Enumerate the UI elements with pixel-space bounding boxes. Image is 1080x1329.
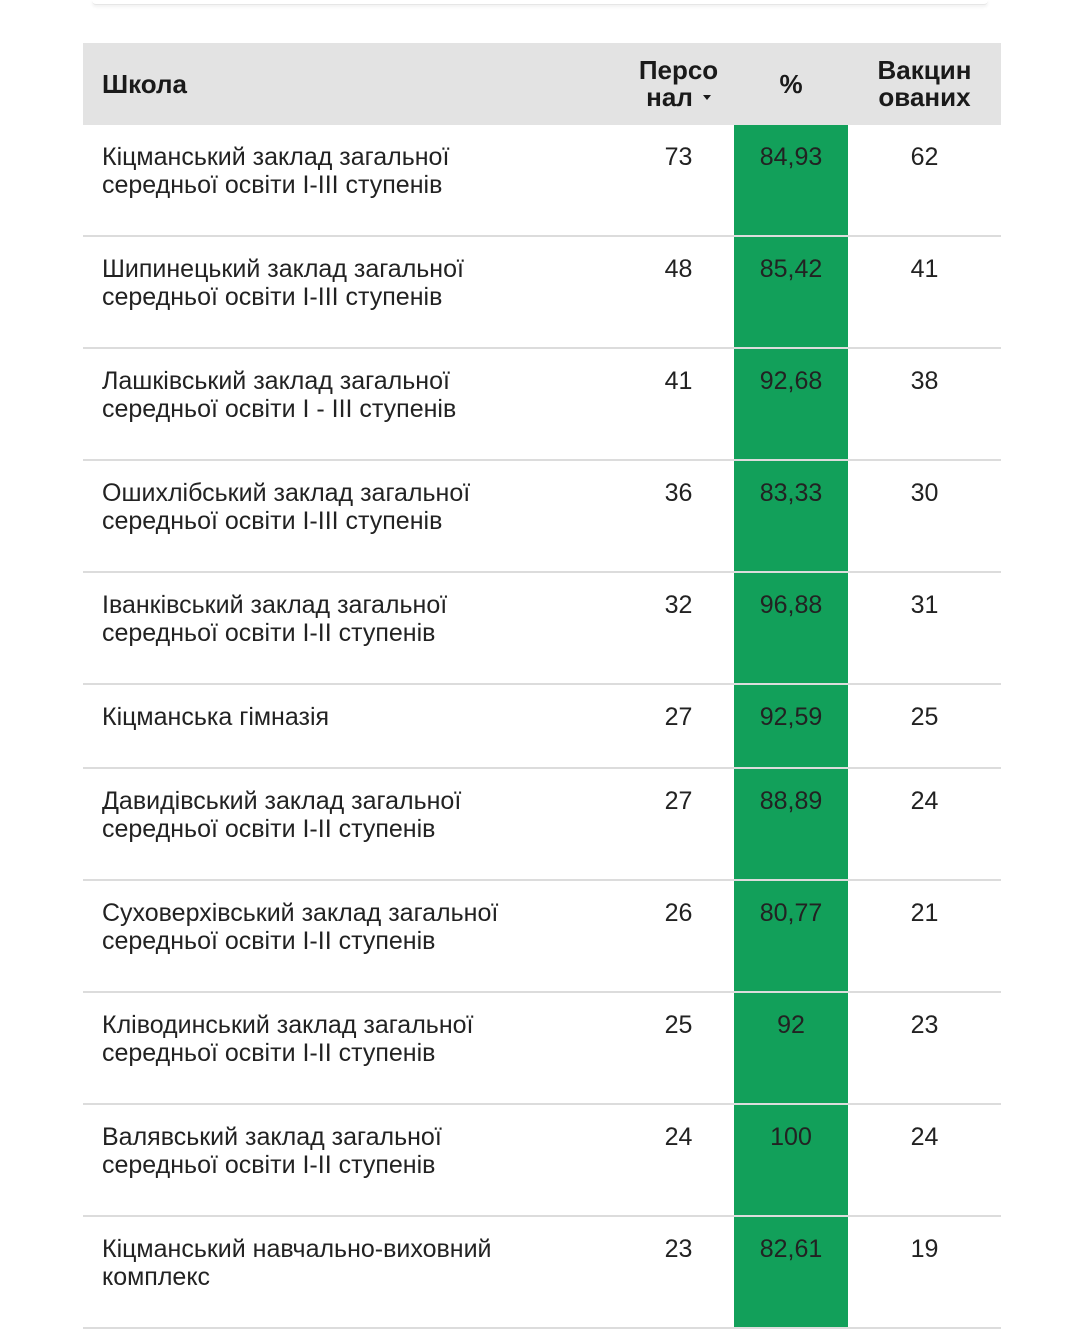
school-name-line2: середньої освіти І-ІІ ступенів [102, 1151, 436, 1179]
table-row: Ошихлібський заклад загальної середньої о… [83, 460, 1001, 573]
school-name-line1: Шипинецький заклад загальної [102, 255, 464, 283]
table-row: Кіцманський навчально-виховний комплекс 2… [83, 1216, 1001, 1329]
school-cell: Кліводинський заклад загальної середньої … [83, 992, 623, 1105]
vaccinated-cell: 62 [848, 125, 1001, 237]
column-header-vaccinated-label-line1: Вакцин [877, 55, 972, 85]
table-row: Іванківський заклад загальної середньої о… [83, 572, 1001, 685]
column-header-vaccinated[interactable]: Вакцин ованих [848, 43, 1001, 125]
vaccinated-cell: 31 [848, 572, 1001, 685]
table-row: Шипинецький заклад загальної середньої ос… [83, 236, 1001, 349]
staff-cell: 25 [623, 992, 734, 1105]
table-row: Давидівський заклад загальної середньої о… [83, 768, 1001, 881]
school-name-line2: комплекс [102, 1263, 211, 1291]
column-header-staff-label-line1: Персо [638, 55, 719, 85]
percent-cell: 84,93 [734, 125, 848, 237]
table-row: Суховерхівський заклад загальної середньо… [83, 880, 1001, 993]
previous-card-edge [92, 0, 988, 5]
school-cell: Кіцманський навчально-виховний комплекс [83, 1216, 623, 1329]
staff-cell: 27 [623, 684, 734, 769]
school-name-line1: Суховерхівський заклад загальної [102, 899, 499, 927]
table-row: Лашківський заклад загальної середньої ос… [83, 348, 1001, 461]
school-name-line1: Давидівський заклад загальної [102, 787, 462, 815]
staff-cell: 23 [623, 1216, 734, 1329]
staff-cell: 48 [623, 236, 734, 349]
school-name-line2: середньої освіти І-ІІІ ступенів [102, 171, 443, 199]
percent-cell: 92,59 [734, 684, 848, 769]
school-name-line1: Ошихлібський заклад загальної [102, 479, 471, 507]
school-name-line2: середньої освіти І-ІІ ступенів [102, 619, 436, 647]
vaccinated-cell: 21 [848, 880, 1001, 993]
staff-cell: 32 [623, 572, 734, 685]
table-row: Кіцманська гімназія 27 92,59 25 [83, 684, 1001, 769]
column-header-percent-label: % [779, 68, 803, 99]
table-body: Кіцманський заклад загальної середньої ос… [83, 125, 1001, 1329]
staff-cell: 41 [623, 348, 734, 461]
school-name-line2: середньої освіти І-ІІІ ступенів [102, 507, 443, 535]
school-cell: Іванківський заклад загальної середньої о… [83, 572, 623, 685]
vaccinated-cell: 23 [848, 992, 1001, 1105]
school-name-line1: Кіцманський навчально-виховний [102, 1235, 492, 1263]
vaccination-table: Школа Персо нал % Вакцин ованих Кіцмансь… [83, 43, 1001, 1329]
staff-cell: 24 [623, 1104, 734, 1217]
sort-descending-icon[interactable] [702, 94, 711, 100]
vaccinated-cell: 30 [848, 460, 1001, 573]
header-row: Школа Персо нал % Вакцин ованих [83, 43, 1001, 125]
percent-cell: 83,33 [734, 460, 848, 573]
staff-cell: 73 [623, 125, 734, 237]
percent-cell: 96,88 [734, 572, 848, 685]
school-cell: Шипинецький заклад загальної середньої ос… [83, 236, 623, 349]
table-row: Валявський заклад загальної середньої осв… [83, 1104, 1001, 1217]
school-name-line1: Лашківський заклад загальної [102, 367, 450, 395]
school-name-line1: Кіцманський заклад загальної [102, 143, 450, 171]
school-cell: Кіцманська гімназія [83, 684, 623, 769]
staff-cell: 26 [623, 880, 734, 993]
school-cell: Давидівський заклад загальної середньої о… [83, 768, 623, 881]
percent-cell: 85,42 [734, 236, 848, 349]
percent-cell: 92 [734, 992, 848, 1105]
table-header: Школа Персо нал % Вакцин ованих [83, 43, 1001, 125]
vaccinated-cell: 38 [848, 348, 1001, 461]
school-cell: Лашківський заклад загальної середньої ос… [83, 348, 623, 461]
percent-cell: 88,89 [734, 768, 848, 881]
vaccinated-cell: 19 [848, 1216, 1001, 1329]
column-header-staff[interactable]: Персо нал [623, 43, 734, 125]
school-name-line1: Кіцманська гімназія [102, 703, 330, 731]
school-cell: Кіцманський заклад загальної середньої ос… [83, 125, 623, 237]
staff-cell: 27 [623, 768, 734, 881]
percent-cell: 82,61 [734, 1216, 848, 1329]
school-cell: Ошихлібський заклад загальної середньої о… [83, 460, 623, 573]
school-cell: Валявський заклад загальної середньої осв… [83, 1104, 623, 1217]
school-name-line2: середньої освіти І-ІІ ступенів [102, 815, 436, 843]
vaccination-table-container: Школа Персо нал % Вакцин ованих Кіцмансь… [83, 43, 1001, 1329]
percent-cell: 100 [734, 1104, 848, 1217]
school-name-line2: середньої освіти І-ІІ ступенів [102, 1039, 436, 1067]
table-row: Кліводинський заклад загальної середньої … [83, 992, 1001, 1105]
column-header-percent[interactable]: % [734, 43, 848, 125]
school-name-line1: Іванківський заклад загальної [102, 591, 448, 619]
staff-cell: 36 [623, 460, 734, 573]
school-name-line2: середньої освіти І-ІІ ступенів [102, 927, 436, 955]
percent-cell: 80,77 [734, 880, 848, 993]
vaccinated-cell: 25 [848, 684, 1001, 769]
school-name-line1: Кліводинський заклад загальної [102, 1011, 474, 1039]
school-cell: Суховерхівський заклад загальної середньо… [83, 880, 623, 993]
column-header-staff-label-line2: нал [646, 82, 693, 112]
vaccinated-cell: 41 [848, 236, 1001, 349]
vaccinated-cell: 24 [848, 768, 1001, 881]
school-name-line1: Валявський заклад загальної [102, 1123, 442, 1151]
column-header-school-label: Школа [102, 68, 188, 99]
column-header-vaccinated-label-line2: ованих [878, 82, 971, 112]
column-header-school[interactable]: Школа [83, 43, 623, 125]
percent-cell: 92,68 [734, 348, 848, 461]
table-row: Кіцманський заклад загальної середньої ос… [83, 125, 1001, 237]
school-name-line2: середньої освіти І - ІІІ ступенів [102, 395, 457, 423]
school-name-line2: середньої освіти І-ІІІ ступенів [102, 283, 443, 311]
vaccinated-cell: 24 [848, 1104, 1001, 1217]
